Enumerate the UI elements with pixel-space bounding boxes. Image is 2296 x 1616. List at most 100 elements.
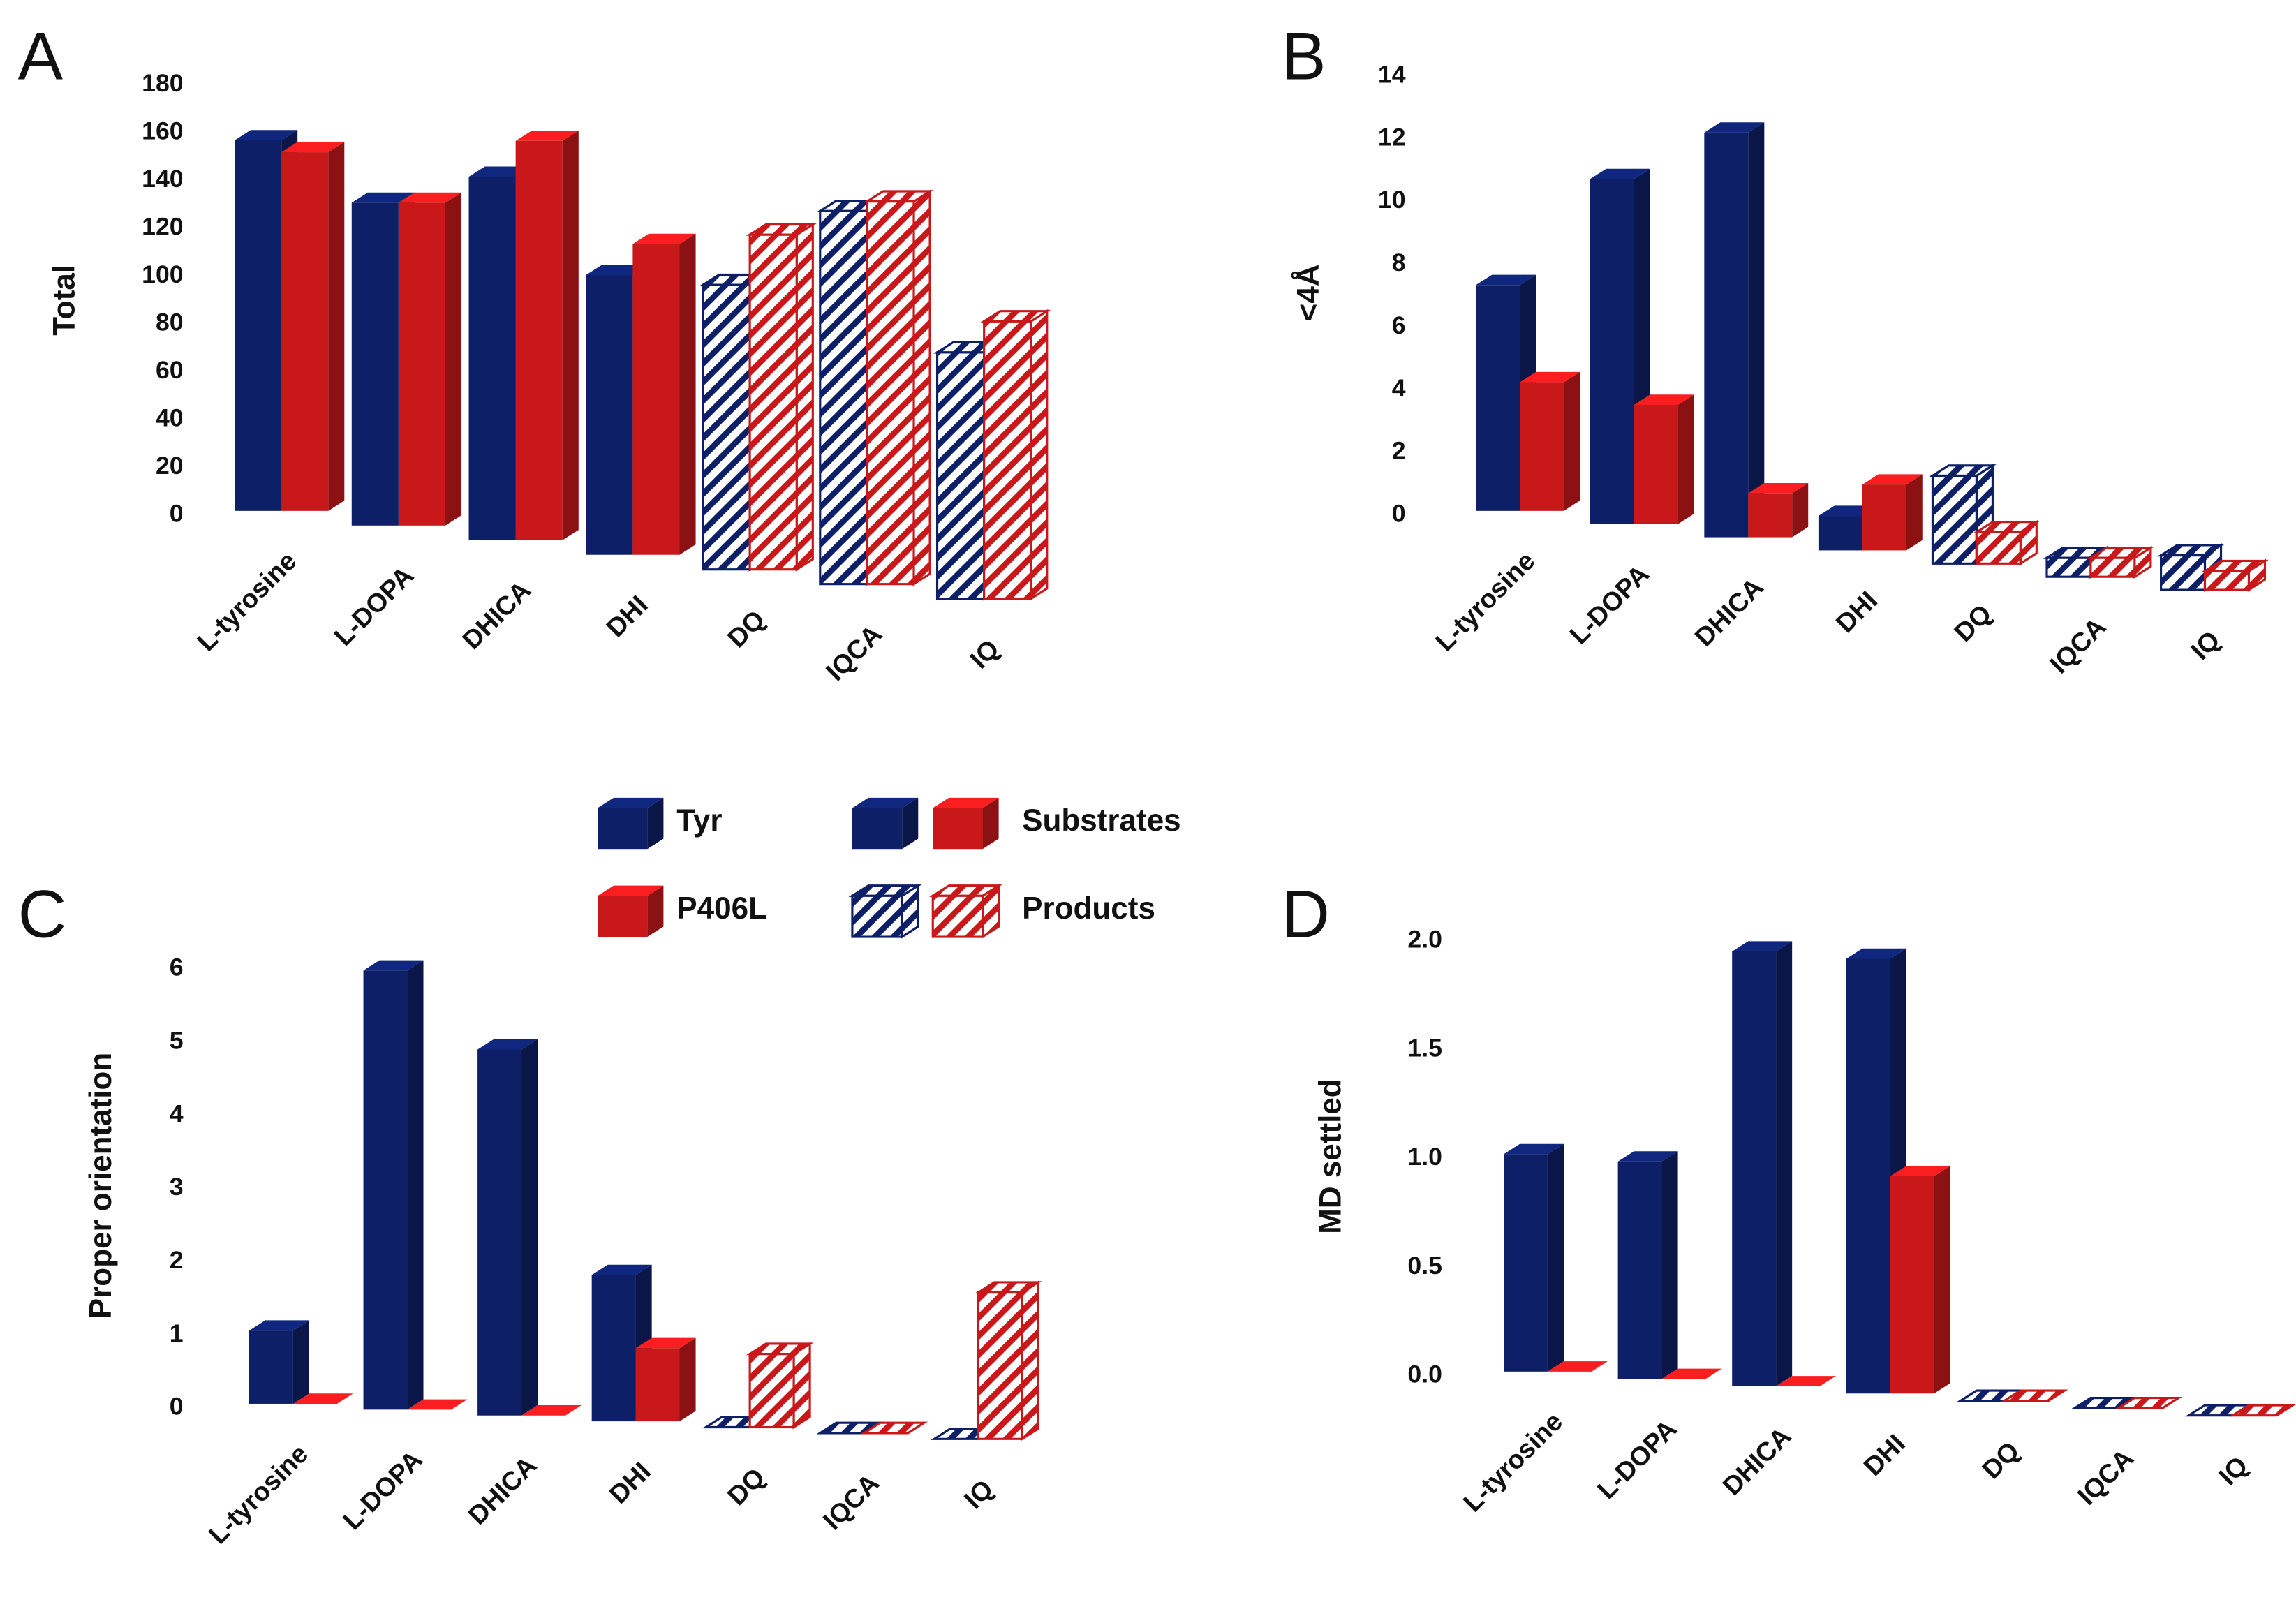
- x-tick-label: DHI: [1858, 1428, 1911, 1481]
- bar-top: [2114, 1396, 2183, 1409]
- panel-label: B: [1281, 20, 1326, 94]
- bar-top: [598, 885, 664, 896]
- bar-side: [647, 797, 664, 850]
- x-tick-label: IQCA: [2044, 611, 2111, 679]
- bar: [1818, 516, 1862, 551]
- legend-label: P406L: [676, 891, 767, 926]
- bar: [1476, 285, 1520, 511]
- bar: [1846, 958, 1890, 1394]
- bar-top: [363, 960, 424, 971]
- x-tick-label: DQ: [722, 1462, 771, 1511]
- bar-top: [521, 1405, 582, 1416]
- bar-side: [1748, 122, 1765, 538]
- bar-top: [398, 192, 462, 203]
- bar-top: [249, 1320, 309, 1331]
- legend-label: Products: [1022, 891, 1155, 926]
- x-tick-label: L-tyrosine: [203, 1439, 314, 1550]
- bar: [1732, 951, 1777, 1386]
- bar: [748, 1353, 795, 1429]
- bar-top: [598, 797, 664, 808]
- x-tick-label: L-tyrosine: [191, 546, 302, 657]
- y-tick-label: 40: [156, 404, 184, 432]
- bar: [1975, 531, 2022, 565]
- y-tick-label: 4: [1392, 374, 1406, 402]
- bar: [819, 209, 868, 586]
- bar-side: [407, 960, 424, 1410]
- bar: [1748, 493, 1793, 538]
- y-tick-label: 120: [142, 213, 183, 241]
- x-tick-label: IQ: [2213, 1451, 2253, 1491]
- panel-label: C: [18, 877, 67, 951]
- bar-top: [1617, 1151, 1678, 1162]
- bar-top: [1862, 474, 1923, 485]
- y-tick-label: 0.5: [1407, 1252, 1442, 1280]
- bar: [477, 1049, 522, 1416]
- bar: [235, 140, 282, 511]
- bar-side: [1677, 394, 1694, 524]
- y-tick-label: 60: [156, 356, 184, 384]
- bar-side: [1030, 309, 1049, 601]
- bar-top: [933, 797, 999, 808]
- bar: [1617, 1161, 1662, 1379]
- y-tick-label: 80: [156, 309, 184, 336]
- x-tick-label: L-DOPA: [1564, 559, 1654, 650]
- bar-side: [1776, 941, 1793, 1386]
- bar: [1634, 404, 1678, 524]
- bar-top: [1504, 1143, 1564, 1155]
- x-tick-label: DHICA: [1689, 572, 1769, 652]
- bar-side: [679, 233, 696, 555]
- bar-top: [477, 1039, 538, 1050]
- bar: [1890, 1176, 1934, 1394]
- y-tick-label: 180: [142, 69, 183, 97]
- x-tick-label: IQ: [2185, 625, 2225, 665]
- legend-label: Substrates: [1022, 803, 1181, 838]
- x-tick-label: IQCA: [820, 619, 887, 686]
- y-tick-label: 10: [1378, 186, 1406, 214]
- bar-side: [795, 222, 814, 572]
- bar-side: [647, 885, 664, 937]
- bar: [2045, 556, 2092, 578]
- bar-top: [1890, 1166, 1950, 1176]
- bar-side: [562, 131, 579, 540]
- x-tick-label: DHI: [1830, 586, 1883, 639]
- bar: [591, 1275, 636, 1422]
- bar: [748, 233, 798, 571]
- bar: [635, 1348, 680, 1422]
- bar-side: [292, 1320, 309, 1404]
- bar-side: [902, 797, 919, 850]
- y-tick-label: 2: [170, 1246, 184, 1274]
- y-tick-label: 100: [142, 260, 183, 288]
- bar-side: [1661, 1151, 1678, 1379]
- y-tick-label: 0: [170, 1393, 184, 1421]
- bar-top: [1634, 394, 1694, 405]
- x-tick-label: DHICA: [462, 1451, 542, 1530]
- bar-top: [1732, 941, 1793, 951]
- bar: [983, 320, 1032, 600]
- bar: [933, 808, 983, 850]
- x-tick-label: L-DOPA: [337, 1444, 428, 1535]
- x-tick-label: IQ: [964, 634, 1005, 674]
- y-tick-label: 1: [170, 1319, 184, 1347]
- x-tick-label: DQ: [1948, 598, 1997, 647]
- y-tick-label: 160: [142, 117, 183, 145]
- bar: [2089, 556, 2136, 578]
- bar-side: [982, 797, 999, 850]
- bar-top: [1748, 482, 1809, 494]
- y-tick-label: 1.0: [1407, 1143, 1442, 1171]
- bar: [702, 283, 751, 571]
- bar-side: [1021, 1280, 1039, 1441]
- bar: [1504, 1154, 1548, 1372]
- bar-top: [860, 1421, 928, 1435]
- bar-side: [445, 192, 462, 526]
- panel-label: D: [1281, 877, 1330, 951]
- x-tick-label: DHICA: [1717, 1421, 1796, 1501]
- bar: [852, 808, 903, 850]
- panel-label: A: [18, 20, 64, 94]
- x-tick-label: IQCA: [2072, 1443, 2139, 1510]
- x-tick-label: L-DOPA: [328, 561, 419, 651]
- y-tick-label: 4: [170, 1099, 184, 1127]
- bar: [2203, 570, 2250, 591]
- bar: [351, 202, 399, 526]
- bar-top: [1846, 948, 1906, 959]
